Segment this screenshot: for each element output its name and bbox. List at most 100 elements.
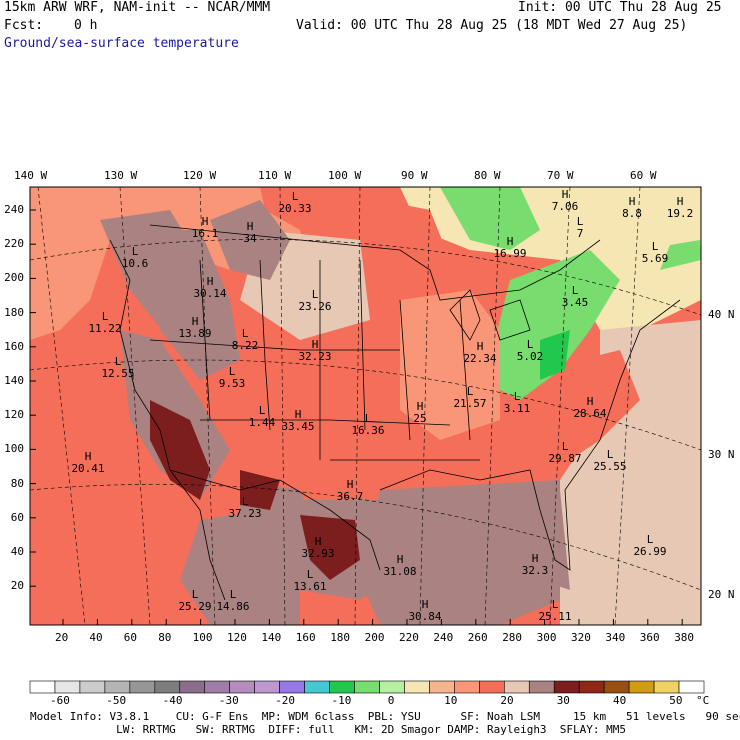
colorbar-swatch bbox=[479, 680, 505, 694]
x-tick-label: 40 bbox=[89, 631, 103, 644]
low-marker: L3.11 bbox=[504, 390, 531, 415]
y-tick-label: 80 bbox=[10, 476, 24, 490]
extremum-value: 16.99 bbox=[493, 247, 526, 260]
extremum-type: L bbox=[312, 288, 319, 301]
atlantic-tan bbox=[560, 320, 701, 625]
low-marker: L12.55 bbox=[101, 355, 134, 380]
high-marker: H22.34 bbox=[463, 340, 496, 365]
low-marker: L5.69 bbox=[642, 240, 669, 265]
extremum-type: L bbox=[259, 404, 266, 417]
extremum-type: H bbox=[677, 195, 684, 208]
colorbar-swatch bbox=[154, 680, 181, 694]
colorbar-swatch bbox=[329, 680, 355, 694]
high-marker: H28.64 bbox=[573, 395, 606, 420]
forecast-hour: 0 h bbox=[74, 18, 98, 33]
x-tick-label: 300 bbox=[536, 631, 557, 644]
extremum-type: H bbox=[247, 220, 254, 233]
x-tick-label: 220 bbox=[399, 631, 419, 644]
extremum-type: L bbox=[365, 412, 372, 425]
colorbar-swatch bbox=[553, 680, 580, 694]
colorbar-swatch bbox=[653, 680, 680, 694]
colorbar-swatch bbox=[204, 680, 231, 694]
colorbar-swatch bbox=[603, 680, 630, 694]
extremum-type: L bbox=[242, 327, 249, 340]
colorbar-swatch bbox=[279, 680, 305, 694]
extremum-type: H bbox=[422, 598, 429, 611]
extremum-type: L bbox=[467, 385, 474, 398]
x-tick-label: 200 bbox=[364, 631, 385, 644]
extremum-value: 8.22 bbox=[232, 339, 259, 352]
colorbar-tick-label: -20 bbox=[275, 694, 296, 707]
x-tick-label: 60 bbox=[123, 631, 138, 644]
extremum-type: L bbox=[647, 533, 654, 546]
lon-60w bbox=[614, 187, 641, 625]
y-tick-label: 160 bbox=[4, 339, 24, 353]
colorbar-swatch bbox=[404, 680, 430, 694]
colorbar-swatch bbox=[379, 680, 405, 694]
extremum-type: H bbox=[587, 395, 594, 408]
lon-label: 130 W bbox=[104, 169, 138, 182]
map-frame bbox=[29, 186, 702, 626]
us-canada-border bbox=[149, 224, 601, 301]
extremum-value: 26.99 bbox=[633, 545, 666, 558]
appalachian-green bbox=[495, 250, 620, 400]
state-borders bbox=[149, 259, 480, 461]
lon-label: 90 W bbox=[401, 169, 428, 182]
mountain-green bbox=[540, 330, 570, 380]
model-title: 15km ARW WRF, NAM-init -- NCAR/MMM bbox=[4, 0, 271, 15]
extremum-value: 30.84 bbox=[408, 610, 441, 623]
extremum-value: 13.61 bbox=[293, 580, 326, 593]
colorbar-swatch bbox=[104, 680, 131, 694]
colorbar-tick-label: 10 bbox=[444, 694, 458, 707]
extremum-value: 16.1 bbox=[192, 227, 219, 240]
high-marker: H36.7 bbox=[337, 478, 364, 503]
lon-label: 100 W bbox=[328, 169, 362, 182]
gulf-atlantic-coast bbox=[379, 299, 681, 571]
extremum-type: H bbox=[192, 315, 199, 328]
colorbar-swatch bbox=[179, 680, 206, 694]
extremum-value: 5.69 bbox=[642, 252, 669, 265]
extremum-value: 33.45 bbox=[281, 420, 314, 433]
low-marker: L25.29 bbox=[178, 588, 211, 613]
colorbar-swatch bbox=[454, 680, 480, 694]
extremum-type: H bbox=[85, 450, 92, 463]
extremum-value: 5.02 bbox=[517, 350, 544, 363]
montana bbox=[210, 200, 290, 280]
x-tick-label: 160 bbox=[295, 631, 316, 644]
lon-140w bbox=[37, 187, 86, 625]
y-tick-label: 200 bbox=[4, 271, 24, 285]
extremum-type: H bbox=[295, 408, 302, 421]
colorbar-tick-label: -40 bbox=[162, 694, 183, 707]
colorbar-swatch bbox=[229, 680, 255, 694]
high-marker: H32.23 bbox=[298, 338, 331, 363]
colorbar-swatch bbox=[528, 680, 555, 694]
colorbar-swatch bbox=[29, 680, 56, 694]
y-tick-label: 220 bbox=[4, 237, 24, 251]
extremum-value: 12.55 bbox=[101, 367, 134, 380]
lon-label: 60 W bbox=[630, 169, 657, 182]
low-marker: L23.26 bbox=[298, 288, 331, 313]
extremum-type: L bbox=[572, 284, 579, 297]
extremum-type: H bbox=[477, 340, 484, 353]
y-tick-label: 140 bbox=[4, 374, 24, 387]
extremum-value: 3.11 bbox=[504, 402, 531, 415]
extremum-value: 36.7 bbox=[337, 490, 364, 503]
low-marker: L21.57 bbox=[453, 385, 486, 410]
extremum-type: H bbox=[629, 195, 636, 208]
extremum-type: L bbox=[192, 588, 199, 601]
lon-label: 70 W bbox=[547, 169, 574, 182]
extremum-value: 9.53 bbox=[219, 377, 246, 390]
extremum-type: L bbox=[115, 355, 122, 368]
extremum-value: 3.45 bbox=[562, 296, 589, 309]
maritime-green bbox=[660, 240, 701, 270]
low-marker: L14.86 bbox=[216, 588, 249, 613]
extremum-type: L bbox=[230, 588, 237, 601]
lon-110w bbox=[279, 187, 286, 625]
extremum-type: L bbox=[102, 310, 109, 323]
low-marker: L16.36 bbox=[351, 412, 384, 437]
gulfstream bbox=[560, 350, 640, 460]
extremum-value: 19.2 bbox=[667, 207, 694, 220]
high-marker: H25 bbox=[413, 400, 426, 425]
